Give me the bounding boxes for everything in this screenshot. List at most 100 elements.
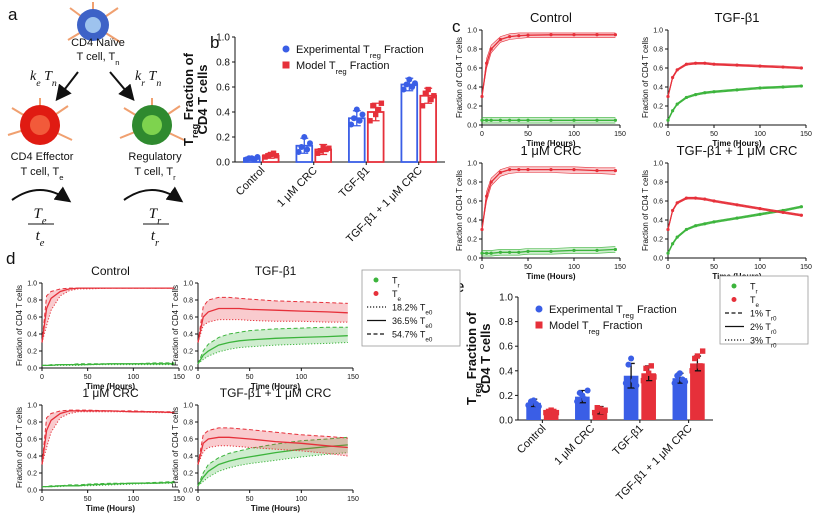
point xyxy=(694,353,701,359)
point xyxy=(703,91,707,95)
x-tick-label: 150 xyxy=(800,264,812,271)
text-part: 18.2% T xyxy=(392,303,426,313)
point xyxy=(758,64,762,68)
y-tick-label: 0.6 xyxy=(216,83,230,94)
point xyxy=(549,168,553,172)
legend-marker xyxy=(535,321,543,329)
point xyxy=(581,396,588,403)
point xyxy=(553,409,560,416)
y-axis-label: Fraction of CD4 T cells xyxy=(641,170,650,251)
x-tick-label: 100 xyxy=(295,496,307,503)
point xyxy=(304,146,311,153)
point xyxy=(781,85,785,89)
upper-line xyxy=(197,326,348,364)
point xyxy=(378,100,385,106)
point xyxy=(517,118,521,122)
text-part: Experimental T xyxy=(296,44,370,56)
y-tick-label: 0.2 xyxy=(653,103,663,110)
lower-line xyxy=(667,63,802,98)
point xyxy=(265,153,271,159)
y-tick-label: 0.2 xyxy=(183,348,193,355)
x-tick-label: 100 xyxy=(754,264,766,271)
y-tick-label: 0.8 xyxy=(216,58,230,69)
point xyxy=(498,170,502,175)
point xyxy=(699,348,706,354)
y-tick-label: 1.0 xyxy=(653,160,663,167)
point xyxy=(480,94,484,99)
point xyxy=(703,61,707,65)
y-tick-label: 0.8 xyxy=(183,419,193,426)
y-axis-label: Fraction of CD4 T cells xyxy=(641,37,650,118)
text-part: reg xyxy=(589,327,600,336)
x-tick-label: 50 xyxy=(710,264,718,271)
panel-label: b xyxy=(210,33,219,52)
text-part: t xyxy=(151,228,156,244)
legend-label: Experimental Treg Fraction xyxy=(296,44,424,60)
y-axis-label: CD4 T cells xyxy=(478,323,493,393)
text-part: e0 xyxy=(425,309,433,316)
y-tick-label: 0.8 xyxy=(467,46,477,53)
point xyxy=(306,140,313,147)
y-tick-label: 0.6 xyxy=(183,314,193,321)
x-tick-label: 0 xyxy=(40,374,44,381)
text-part: r0 xyxy=(771,329,777,336)
point xyxy=(549,249,553,253)
point xyxy=(758,207,762,211)
point xyxy=(572,168,576,172)
point xyxy=(633,382,640,389)
point xyxy=(314,150,321,156)
text-part: Model T xyxy=(549,320,589,332)
y-tick-label: 0.0 xyxy=(467,122,477,129)
x-tick-label: 150 xyxy=(173,374,185,381)
point xyxy=(651,374,657,380)
point xyxy=(508,168,512,172)
band xyxy=(42,410,175,465)
point xyxy=(517,34,521,38)
legend-label: 3% Tr0 xyxy=(750,336,777,350)
x-tick-label: 1 μM CRC xyxy=(552,423,597,468)
text-part: reg xyxy=(370,51,381,60)
line xyxy=(197,335,348,365)
point xyxy=(254,154,261,160)
point xyxy=(671,380,678,387)
lower-line xyxy=(42,364,175,366)
naive-label: CD4 Naïve xyxy=(71,37,125,49)
point xyxy=(572,118,576,122)
panel-label: c xyxy=(452,17,461,36)
band xyxy=(198,427,348,465)
x-tick-label: 0 xyxy=(480,264,484,271)
y-tick-label: 1.0 xyxy=(653,27,663,34)
text-part: r0 xyxy=(771,315,777,322)
point xyxy=(498,250,502,254)
point xyxy=(584,387,591,394)
text-part: reg xyxy=(623,311,634,320)
y-tick-label: 1.0 xyxy=(467,27,477,34)
point xyxy=(675,68,679,72)
point xyxy=(406,76,413,83)
text-part: reg xyxy=(336,67,347,76)
y-tick-label: 0.4 xyxy=(467,217,477,224)
point xyxy=(648,363,654,369)
point xyxy=(549,118,553,122)
legend-label: 1% Tr0 xyxy=(750,309,777,323)
diagram: CD4 Naïve T cell, Tn ke Tn kr Tn CD4 Eff… xyxy=(7,2,185,249)
point xyxy=(671,75,675,80)
y-tick-label: 0.2 xyxy=(27,470,37,477)
text-part: T xyxy=(392,289,398,299)
y-tick-label: 0.0 xyxy=(216,158,230,169)
x-tick-label: 50 xyxy=(710,131,718,138)
lower-line xyxy=(197,319,348,343)
band xyxy=(198,437,348,486)
x-tick-label: TGF-β1 xyxy=(337,165,372,200)
lower-line xyxy=(41,287,175,343)
point xyxy=(591,409,598,416)
point xyxy=(613,33,618,37)
upper-line xyxy=(197,296,348,343)
point xyxy=(613,247,618,252)
lower-line xyxy=(197,445,348,465)
y-axis-label: Fraction of CD4 T cells xyxy=(171,407,180,488)
text-part: e0 xyxy=(425,323,433,330)
y-tick-label: 0.6 xyxy=(499,342,513,353)
legend-label: 2% Tr0 xyxy=(750,322,777,336)
point xyxy=(675,201,679,205)
